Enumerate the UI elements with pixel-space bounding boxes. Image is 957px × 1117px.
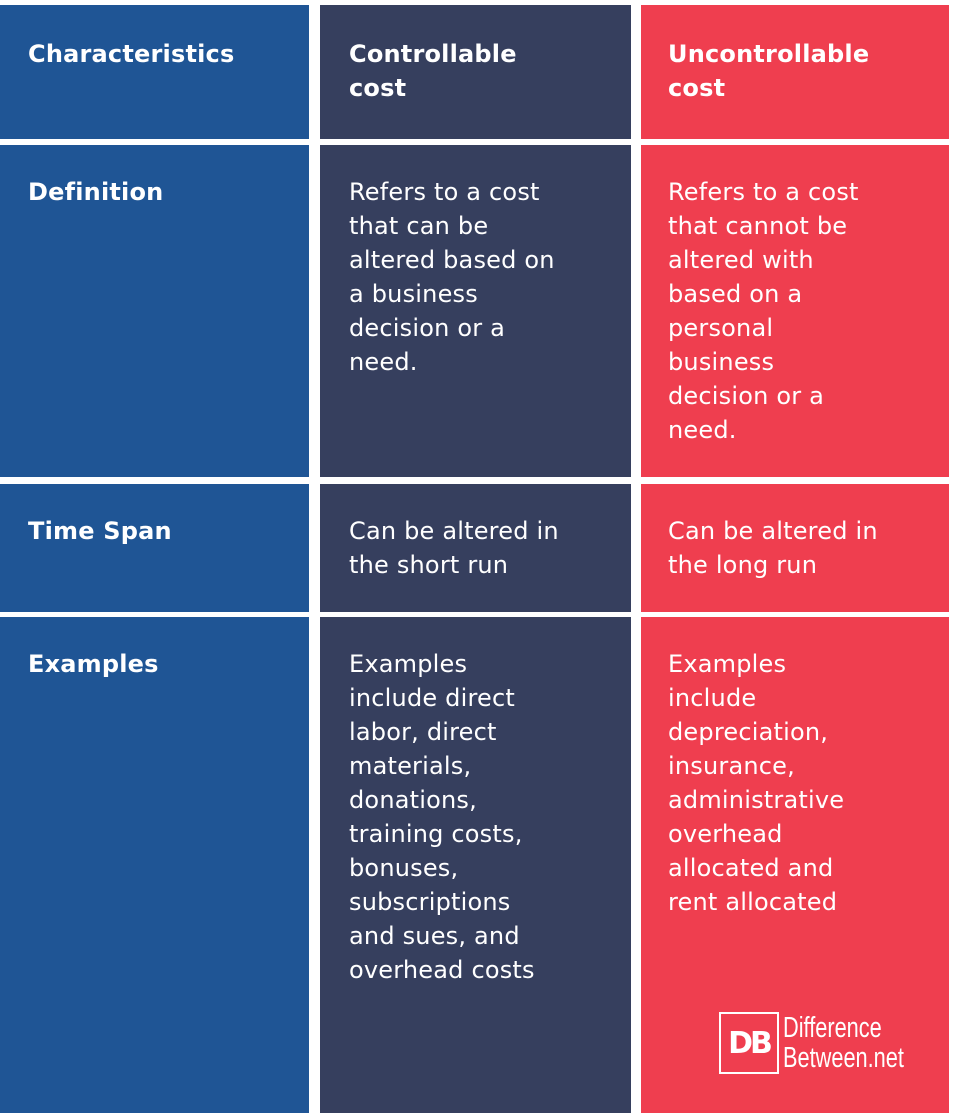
differencebetween-logo: DB Difference Between.net — [719, 1012, 944, 1074]
header-characteristics: Characteristics — [0, 5, 309, 139]
row-label-time-span: Time Span — [0, 484, 309, 612]
logo-mark: DB — [719, 1012, 779, 1074]
time-span-controllable: Can be altered in the short run — [320, 484, 631, 612]
definition-uncontrollable: Refers to a cost that cannot be altered … — [641, 145, 949, 477]
time-span-uncontrollable: Can be altered in the long run — [641, 484, 949, 612]
logo-line-2: Between.net — [783, 1042, 904, 1074]
header-uncontrollable-cost: Uncontrollable cost — [641, 5, 949, 139]
row-label-definition: Definition — [0, 145, 309, 477]
examples-uncontrollable: Examples include depreciation, insurance… — [641, 617, 949, 1113]
definition-controllable: Refers to a cost that can be altered bas… — [320, 145, 631, 477]
row-label-examples: Examples — [0, 617, 309, 1113]
examples-controllable: Examples include direct labor, direct ma… — [320, 617, 631, 1113]
logo-line-1: Difference — [783, 1012, 882, 1044]
header-controllable-cost: Controllable cost — [320, 5, 631, 139]
logo-text: Difference Between.net — [783, 1013, 904, 1073]
